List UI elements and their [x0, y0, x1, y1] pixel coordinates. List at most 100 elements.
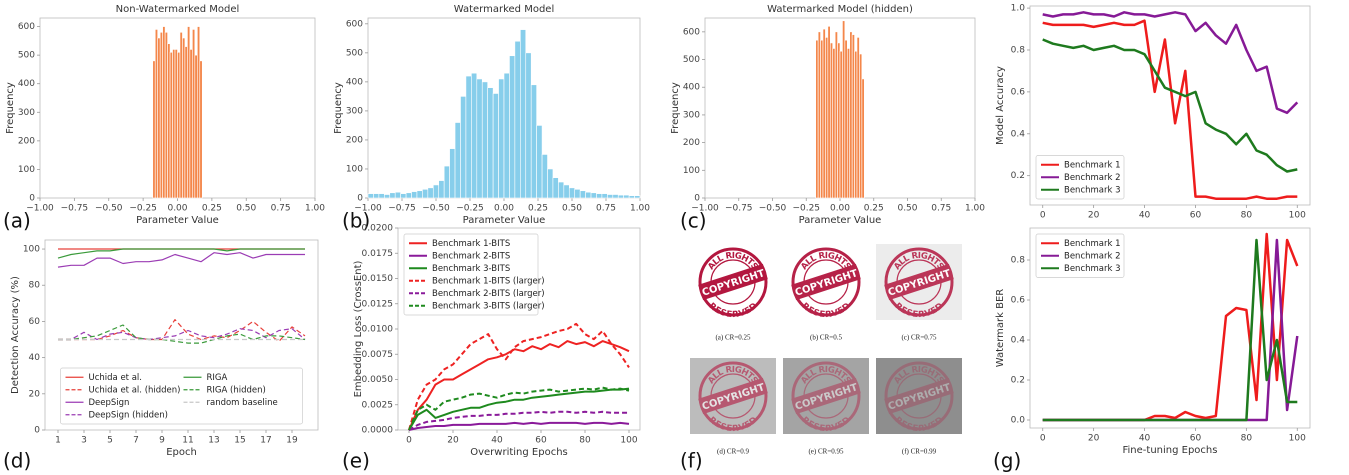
- banner-bg: [698, 263, 768, 301]
- line: [1042, 238, 1298, 422]
- chart-title: Watermarked Model (hidden): [767, 4, 913, 15]
- bar: [832, 48, 836, 199]
- legend-label: Benchmark 3-BITS (larger): [432, 301, 545, 311]
- bar: [834, 31, 838, 199]
- legend-box: [60, 367, 303, 425]
- bar: [574, 188, 581, 199]
- line: [408, 386, 630, 431]
- banner-bg: [884, 263, 954, 301]
- x-tick-label: 0: [406, 436, 412, 446]
- bar: [400, 193, 407, 199]
- y-tick-label: 0.0075: [362, 350, 394, 360]
- x-tick-label: 100: [1289, 434, 1306, 444]
- bar: [851, 34, 855, 199]
- x-axis-label: Overwriting Epochs: [470, 447, 568, 458]
- bar: [815, 39, 819, 199]
- bar: [169, 51, 173, 199]
- y-tick-label: 100: [683, 166, 700, 176]
- legend-label: Benchmark 2: [1064, 173, 1121, 183]
- bar: [199, 60, 203, 199]
- panel-label: (g): [993, 449, 1021, 473]
- bar: [617, 194, 624, 199]
- bar: [471, 72, 478, 199]
- stamp-ring: [698, 361, 768, 431]
- bar: [503, 72, 510, 199]
- bar: [837, 42, 841, 199]
- y-tick-label: 0.8: [1011, 45, 1026, 55]
- bar: [422, 188, 429, 199]
- x-axis-label: Parameter Value: [799, 215, 882, 226]
- bar: [411, 191, 418, 199]
- line: [57, 248, 305, 259]
- legend-label: random baseline: [207, 398, 278, 408]
- bar: [157, 37, 161, 199]
- bar: [367, 193, 374, 199]
- bar: [476, 78, 483, 199]
- bar: [159, 31, 163, 199]
- x-tick-label: −0.75: [725, 204, 753, 214]
- stamp-ring: [884, 247, 954, 317]
- panel-label: (a): [3, 209, 31, 233]
- legend-label: DeepSign (hidden): [89, 410, 168, 420]
- y-tick-label: 300: [346, 106, 363, 116]
- stamp-ring: [803, 373, 849, 419]
- bar: [438, 180, 445, 199]
- x-tick-label: 9: [159, 436, 165, 446]
- x-tick-label: 80: [1241, 211, 1253, 221]
- y-tick-label: 0: [34, 426, 40, 436]
- x-tick-label: 0.25: [202, 204, 222, 214]
- x-tick-label: −1.00: [26, 204, 54, 214]
- y-tick-label: 100: [346, 164, 363, 174]
- x-tick-label: 40: [1139, 211, 1151, 221]
- legend-label: Benchmark 2-BITS: [432, 251, 510, 261]
- bar: [541, 154, 548, 199]
- y-tick-label: 0.0025: [362, 400, 394, 410]
- bar: [861, 78, 865, 199]
- bar: [481, 81, 488, 199]
- bar: [558, 181, 565, 199]
- bar: [854, 50, 858, 199]
- y-tick-label: 400: [683, 83, 700, 93]
- y-tick-label: 0.0150: [362, 274, 394, 284]
- x-tick-label: 0: [1040, 211, 1046, 221]
- legend-box: [403, 233, 539, 316]
- x-tick-label: −0.75: [61, 204, 89, 214]
- x-tick-label: 100: [620, 436, 637, 446]
- x-axis-label: Parameter Value: [136, 215, 219, 226]
- legend-label: DeepSign: [89, 398, 130, 408]
- image-caption: (f) CR=0.99: [902, 448, 937, 456]
- panel-label: (e): [342, 449, 370, 473]
- line: [57, 252, 305, 268]
- bar: [612, 194, 619, 199]
- x-tick-label: 1.00: [630, 204, 650, 214]
- x-tick-label: 80: [579, 436, 591, 446]
- bar: [449, 148, 456, 199]
- image-background: [783, 358, 869, 434]
- x-tick-label: 40: [1139, 434, 1151, 444]
- x-axis-label: Epoch: [166, 447, 197, 458]
- x-tick-label: 0.75: [931, 204, 951, 214]
- x-tick-label: 0.00: [167, 204, 187, 214]
- bar: [432, 184, 440, 199]
- panel-label: (c): [680, 209, 707, 233]
- bar: [384, 194, 391, 199]
- bar: [177, 51, 181, 199]
- legend-label: Benchmark 1-BITS (larger): [432, 276, 545, 286]
- legend-label: Benchmark 3: [1064, 185, 1121, 195]
- x-tick-label: −1.00: [354, 204, 382, 214]
- bar: [187, 26, 191, 199]
- x-tick-label: 80: [1241, 434, 1253, 444]
- image-caption: (c) CR=0.75: [901, 334, 937, 342]
- bar: [839, 50, 843, 199]
- y-axis-label: Watermark BER: [995, 289, 1006, 368]
- plot-frame: [1029, 5, 1311, 206]
- x-tick-label: 0.50: [897, 204, 917, 214]
- bar: [373, 193, 380, 199]
- x-tick-label: 0.00: [494, 204, 514, 214]
- bar: [825, 37, 829, 199]
- line: [408, 340, 630, 431]
- y-tick-label: 0.4: [1011, 336, 1026, 346]
- bar: [536, 125, 543, 199]
- bar: [405, 192, 412, 199]
